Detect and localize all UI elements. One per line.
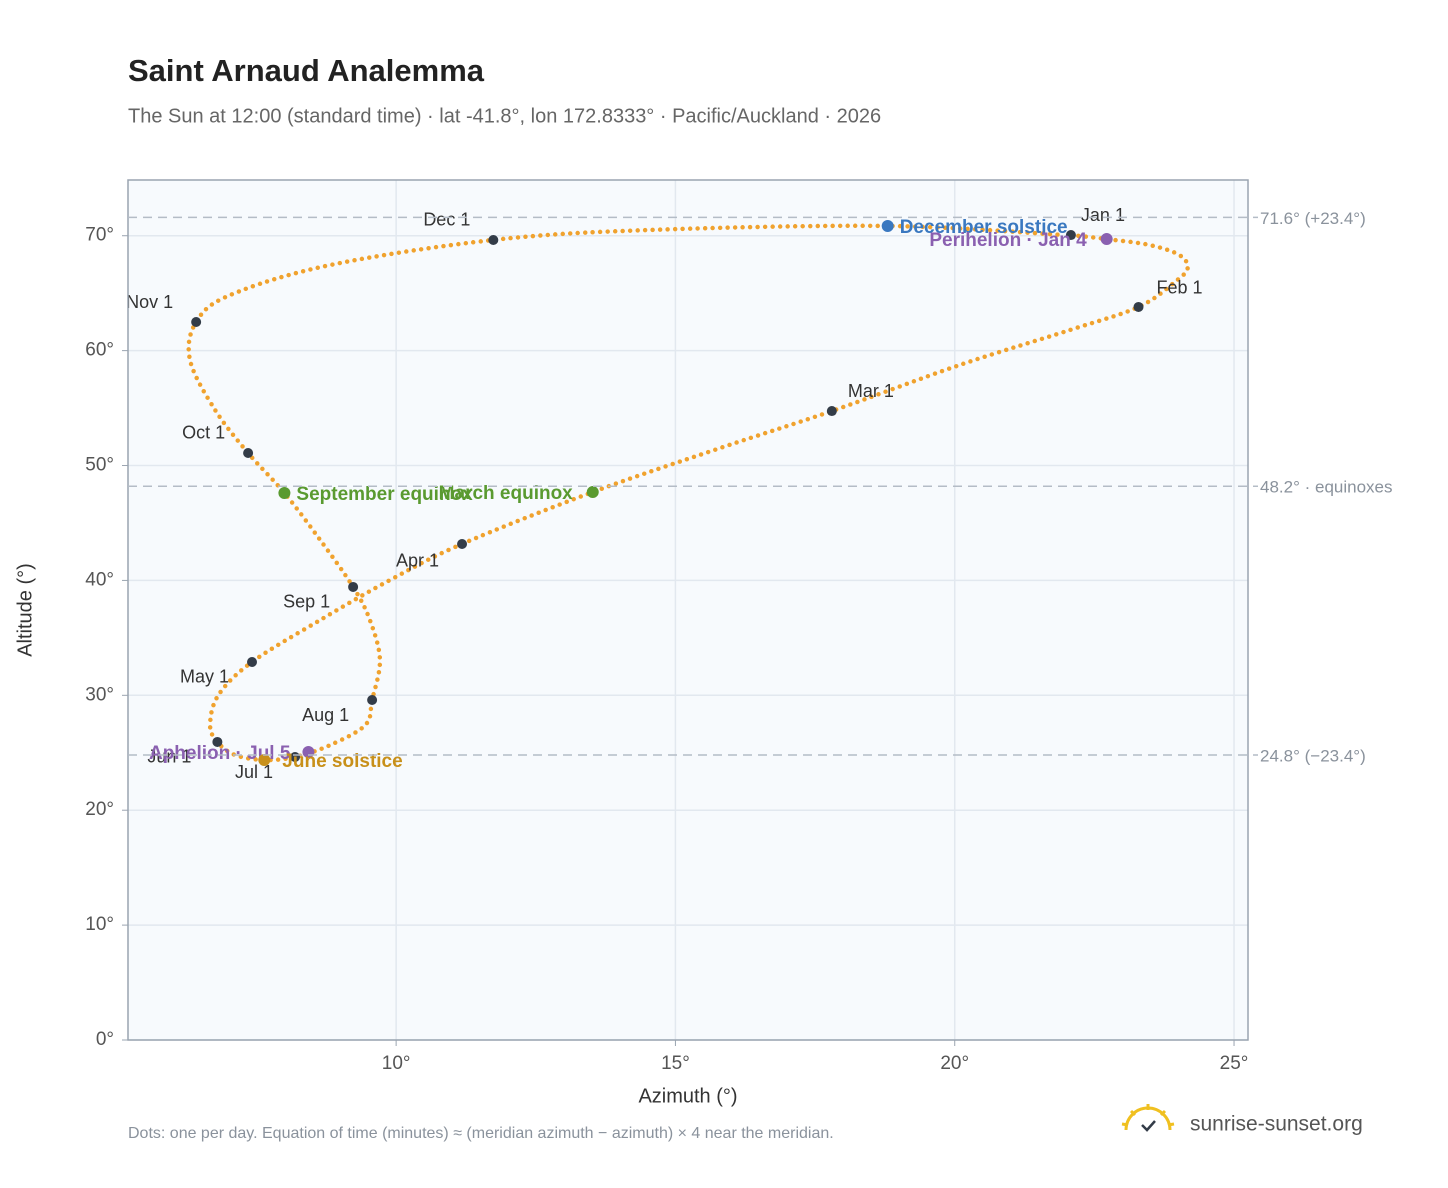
plot-layer: Jan 1 Feb 1 Mar 1 Apr 1 May 1 Jun 1 Jul 1 Aug 1… <box>126 180 1248 1041</box>
month-marker <box>488 234 499 245</box>
month-marker <box>243 447 254 458</box>
y-tick-label: 60° <box>85 340 114 361</box>
month-marker <box>247 656 258 667</box>
month-marker <box>826 406 837 417</box>
reference-label: 71.6° (+23.4°) <box>1260 209 1366 228</box>
month-marker <box>457 538 468 549</box>
x-axis-label: Azimuth (°) <box>638 1085 737 1107</box>
plot-area <box>128 180 1248 1040</box>
brand: sunrise-sunset.org <box>1190 1113 1363 1136</box>
chart-subtitle: The Sun at 12:00 (standard time) · lat -… <box>128 105 881 127</box>
month-marker <box>1133 301 1144 312</box>
month-label: Aug 1 <box>302 705 349 725</box>
month-marker <box>212 736 223 747</box>
event-label: Aphelion · Jul 5 <box>149 743 291 764</box>
event-marker <box>1100 233 1113 246</box>
reference-label: 48.2° · equinoxes <box>1260 478 1393 497</box>
event-label: September equinox <box>296 484 473 505</box>
event-marker <box>258 753 271 766</box>
event-label: June solstice <box>282 751 402 772</box>
y-tick-label: 40° <box>85 569 114 590</box>
month-label: Apr 1 <box>396 551 439 571</box>
chart-title: Saint Arnaud Analemma <box>128 53 485 88</box>
month-marker <box>191 317 202 328</box>
plot-border <box>127 179 1249 1041</box>
x-tick-label: 20° <box>940 1053 969 1074</box>
month-label: Jan 1 <box>1081 205 1125 225</box>
month-label: Sep 1 <box>283 592 330 612</box>
y-tick-label: 70° <box>85 225 114 246</box>
month-label: Dec 1 <box>423 210 470 230</box>
month-label: Jun 1 <box>147 747 191 767</box>
month-marker <box>1065 230 1076 241</box>
brand-logo <box>1121 1104 1175 1132</box>
month-label: Nov 1 <box>126 292 173 312</box>
event-label: March equinox <box>439 483 574 504</box>
x-tick-label: 10° <box>382 1053 411 1074</box>
month-label: Jul 1 <box>235 762 273 782</box>
event-label: Perihelion · Jan 4 <box>929 230 1087 251</box>
x-tick-label: 25° <box>1220 1053 1249 1074</box>
event-label: December solstice <box>900 217 1068 238</box>
y-axis-label: Altitude (°) <box>14 563 36 657</box>
month-marker <box>367 695 378 706</box>
month-label: Oct 1 <box>182 423 225 443</box>
footnote: Dots: one per day. Equation of time (min… <box>128 1125 834 1142</box>
event-marker <box>278 486 291 499</box>
month-marker <box>348 581 359 592</box>
y-tick-label: 0° <box>96 1029 114 1050</box>
y-tick-label: 20° <box>85 799 114 820</box>
y-tick-label: 50° <box>85 455 114 476</box>
y-tick-label: 10° <box>85 914 114 935</box>
month-label: Mar 1 <box>848 381 894 401</box>
reference-label: 24.8° (−23.4°) <box>1260 747 1366 766</box>
event-marker <box>586 486 599 499</box>
event-marker <box>881 219 894 232</box>
x-tick-label: 15° <box>661 1053 690 1074</box>
y-tick-label: 30° <box>85 684 114 705</box>
month-label: May 1 <box>180 667 229 687</box>
month-label: Feb 1 <box>1157 278 1203 298</box>
